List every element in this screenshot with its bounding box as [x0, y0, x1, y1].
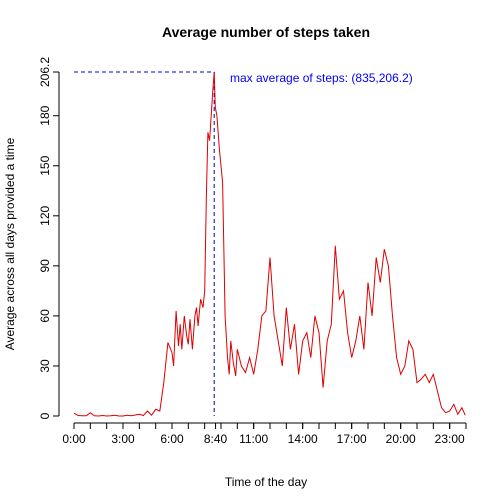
x-tick-label: 20:00: [386, 432, 416, 446]
y-axis: 0 30 60 90 120 150 180 206.2: [38, 57, 60, 419]
x-axis-label: Time of the day: [225, 475, 307, 489]
y-tick-label: 30: [38, 359, 52, 373]
max-annotation: max average of steps: (835,206.2): [230, 71, 413, 85]
series-group: [73, 71, 466, 417]
y-tick-label: 180: [38, 105, 52, 125]
series-line: [73, 71, 466, 417]
x-tick-label: 23:00: [435, 432, 465, 446]
y-tick-label: 60: [38, 309, 52, 323]
y-tick-label: 120: [38, 205, 52, 225]
y-tick-label: 206.2: [38, 57, 52, 87]
y-tick-label: 150: [38, 155, 52, 175]
y-axis-label: Average across all days provided a time: [3, 137, 17, 350]
y-tick-label: 0: [38, 412, 52, 419]
max-reference-lines: [74, 71, 215, 416]
x-axis: 0:00 3:00 6:00 8:40 11:00 14:00 17:00 20:00 23:0…: [62, 422, 467, 446]
x-tick-label: 17:00: [337, 432, 367, 446]
x-tick-label: 0:00: [62, 432, 86, 446]
chart-title: Average number of steps taken: [162, 24, 370, 40]
x-tick-label: 3:00: [111, 432, 135, 446]
plot-frame: [74, 72, 466, 416]
x-tick-label: 11:00: [239, 432, 268, 446]
x-tick-label: 8:40: [204, 432, 228, 446]
x-tick-label: 6:00: [160, 432, 184, 446]
x-tick-label: 14:00: [288, 432, 318, 446]
y-tick-label: 90: [38, 259, 52, 273]
